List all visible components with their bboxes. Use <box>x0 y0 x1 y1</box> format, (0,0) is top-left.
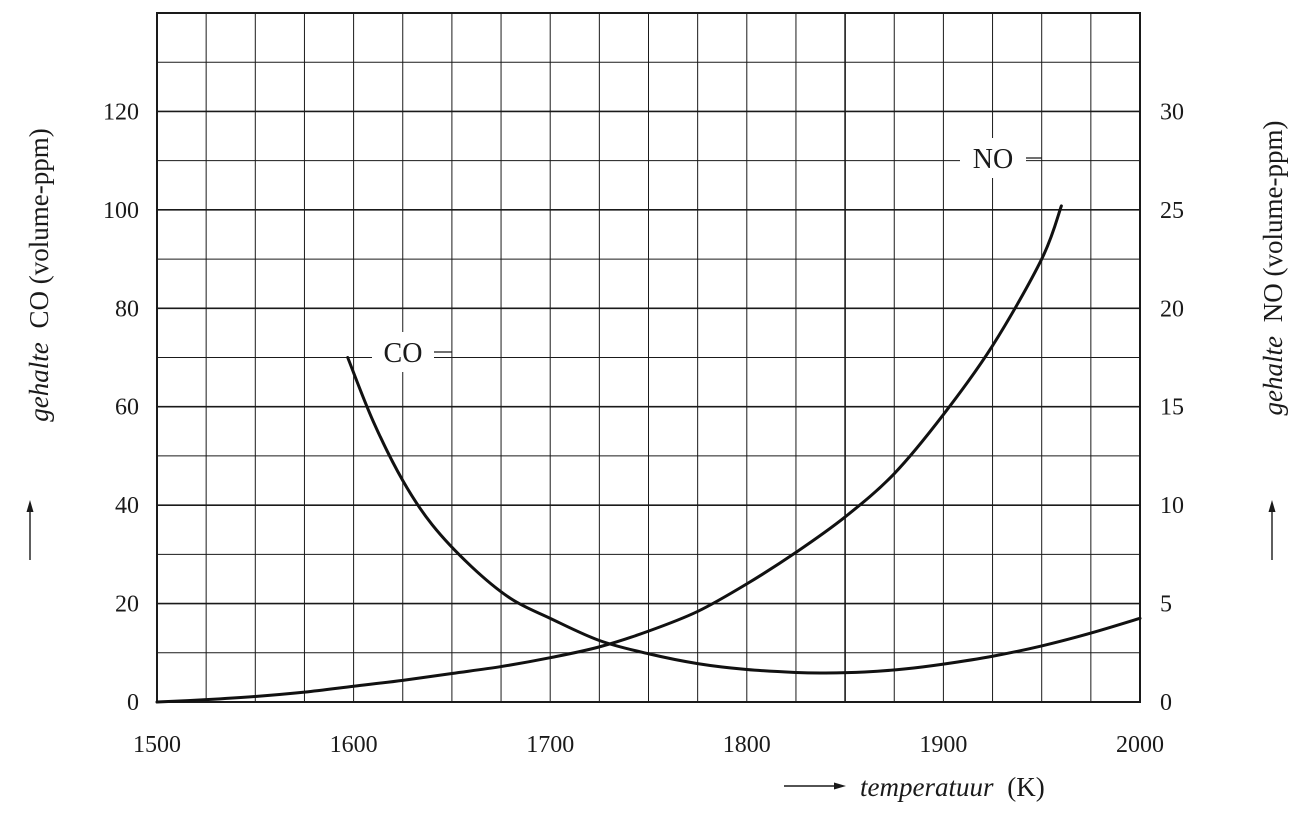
series-label-backing-no <box>960 138 1026 178</box>
series-label-co: CO <box>384 338 423 369</box>
left-y-tick-label: 20 <box>115 592 139 618</box>
left-y-tick-labels: 0 20 40 60 80 100 120 <box>103 99 139 716</box>
left-axis-title-rest: CO (volume-ppm) <box>24 128 54 328</box>
x-tick-label: 1500 <box>133 732 181 758</box>
left-axis-arrow <box>26 500 34 560</box>
right-y-tick-label: 30 <box>1160 99 1184 125</box>
left-axis-title-italic: gehalte <box>24 342 54 421</box>
left-y-tick-label: 0 <box>127 690 139 716</box>
series-labels: CO NO <box>372 138 1042 372</box>
x-tick-label: 1600 <box>330 732 378 758</box>
right-y-tick-label: 15 <box>1160 395 1184 421</box>
right-y-tick-label: 25 <box>1160 198 1184 224</box>
left-axis-title: gehalte CO (volume-ppm) <box>24 128 54 421</box>
right-y-tick-label: 20 <box>1160 296 1184 322</box>
left-y-tick-label: 60 <box>115 395 139 421</box>
plot-grid <box>157 13 1140 702</box>
right-y-tick-label: 0 <box>1160 690 1172 716</box>
x-axis-title: temperatuur (K) <box>860 772 1045 802</box>
x-tick-labels: 1500 1600 1700 1800 1900 2000 <box>133 732 1164 758</box>
series-line-co <box>346 356 1142 675</box>
right-y-tick-labels: 0 5 10 15 20 25 30 <box>1160 99 1184 716</box>
left-y-tick-label: 40 <box>115 493 139 519</box>
right-axis-arrow <box>1268 500 1276 560</box>
x-tick-label: 1800 <box>723 732 771 758</box>
x-tick-label: 1900 <box>919 732 967 758</box>
right-y-tick-label: 10 <box>1160 493 1184 519</box>
x-axis-title-italic: temperatuur <box>860 772 994 802</box>
left-y-tick-label: 100 <box>103 198 139 224</box>
series-label-no: NO <box>973 144 1013 175</box>
plot-frame <box>156 12 1141 703</box>
x-axis-arrow <box>784 782 846 790</box>
x-tick-label: 1700 <box>526 732 574 758</box>
right-axis-title: gehalte NO (volume-ppm) <box>1258 121 1288 416</box>
right-axis-title-rest: NO (volume-ppm) <box>1258 121 1288 323</box>
x-axis-title-unit: (K) <box>1007 772 1044 802</box>
right-y-tick-label: 5 <box>1160 592 1172 618</box>
left-y-tick-label: 80 <box>115 296 139 322</box>
series-line-no <box>155 204 1063 704</box>
right-axis-title-italic: gehalte <box>1258 336 1288 415</box>
left-y-tick-label: 120 <box>103 99 139 125</box>
series-curves <box>155 204 1142 704</box>
x-tick-label: 2000 <box>1116 732 1164 758</box>
series-label-backing-co <box>372 332 434 372</box>
